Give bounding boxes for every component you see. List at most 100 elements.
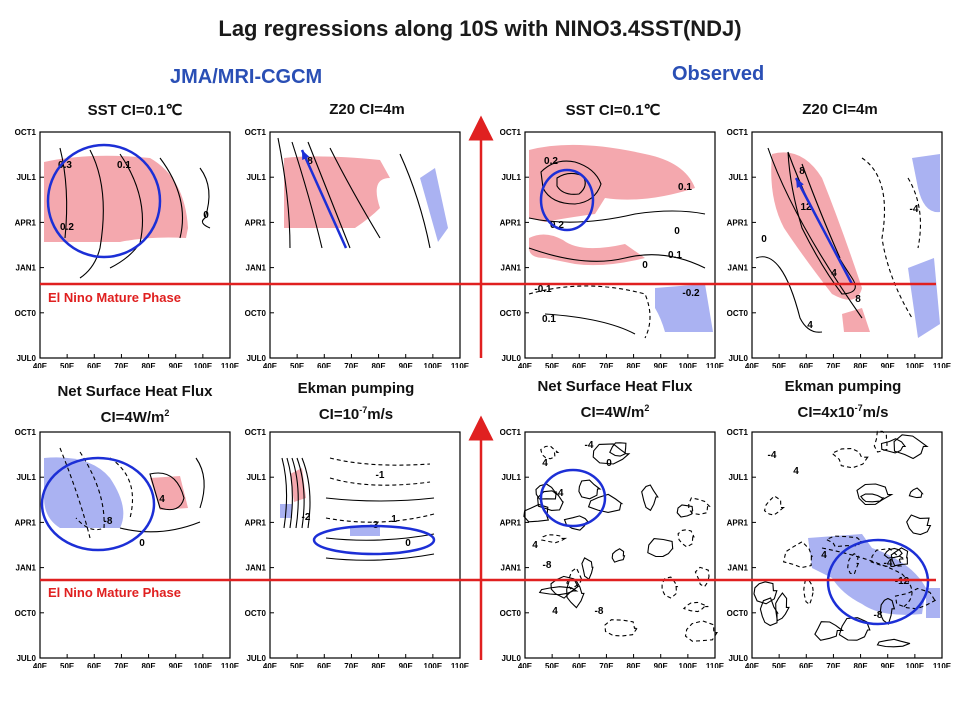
obs-ekman-xtick: 100E	[906, 662, 925, 668]
obs-sst-contour-label: 0	[674, 226, 680, 237]
model-ekman-positive-contour	[296, 457, 305, 529]
model-sst-ytick: JUL0	[16, 354, 36, 363]
obs-flux-xtick: 110E	[706, 662, 725, 668]
obs-flux-positive-contour	[578, 479, 602, 500]
model-ekman-positive-contour	[286, 457, 293, 529]
model-z20-ytick: JUL1	[246, 173, 266, 182]
obs-sst-ytick: JUL1	[501, 173, 521, 182]
obs-z20-negative-contour	[861, 157, 913, 319]
model-z20-ytick: OCT0	[245, 309, 267, 318]
model-sst-positive-contour	[59, 147, 68, 239]
model-z20-xtick: 80E	[371, 362, 386, 368]
model-flux-sup: 2	[164, 408, 170, 418]
model-flux-xtick: 40E	[33, 662, 48, 668]
obs-flux-xtick: 70E	[599, 662, 614, 668]
obs-sst-negative-contour	[528, 285, 651, 339]
observed-section-title: Observed	[672, 63, 765, 85]
model-flux-highlight-ellipse	[40, 456, 156, 552]
model-ekman-contour-label: -2	[302, 512, 311, 523]
model-ekman-xtick: 80E	[371, 662, 386, 668]
model-ekman-ci: CI=10	[318, 406, 360, 423]
model-flux-positive-contour	[119, 521, 201, 533]
obs-flux-contour-label: -4	[585, 440, 594, 451]
obs-flux-title: Net Surface Heat Flux CI=4W/m2	[515, 378, 715, 421]
obs-flux-positive-contour	[647, 538, 674, 558]
model-z20-title: Z20 CI=4m	[329, 101, 405, 118]
obs-ekman-positive-contour	[856, 483, 894, 506]
model-z20-xtick: 110E	[451, 362, 470, 368]
model-ekman-positive-contour	[281, 457, 288, 529]
obs-ekman-title-line1: Ekman pumping	[784, 378, 902, 395]
model-sst-contour-label: 0	[203, 210, 209, 221]
model-ekman-xtick: 90E	[399, 662, 414, 668]
model-sst-contour-label: 0.3	[58, 160, 72, 171]
obs-flux-xtick: 40E	[518, 662, 533, 668]
obs-z20-xtick: 70E	[826, 362, 841, 368]
obs-flux-positive-contour	[592, 443, 631, 465]
obs-ekman-positive-contour	[906, 514, 932, 536]
obs-flux-positive-contour	[609, 442, 627, 457]
obs-flux-ci: CI=4W/m	[580, 404, 645, 421]
model-flux-contour-label: 0	[139, 538, 145, 549]
obs-ekman-plot-border	[751, 431, 943, 659]
obs-sst-title: SST CI=0.1℃	[565, 102, 661, 119]
obs-flux-ytick: JAN1	[501, 564, 522, 573]
model-sst-ytick: OCT1	[15, 128, 37, 137]
model-flux-contour-label: 4	[159, 494, 165, 505]
obs-z20-propagation-arrow	[794, 177, 854, 285]
obs-sst-contour-label: 0.1	[678, 182, 692, 193]
model-ekman-xtick: 100E	[424, 662, 443, 668]
model-ekman-ytick: APR1	[245, 518, 267, 527]
model-flux-negative-contour	[75, 451, 105, 531]
obs-sst-ytick: OCT1	[500, 128, 522, 137]
obs-ekman-negative-contour	[831, 447, 869, 469]
model-ekman-xtick: 40E	[263, 662, 278, 668]
obs-ekman-negative-shading	[808, 534, 926, 615]
phase-label-bottom: El Nino Mature Phase	[48, 585, 181, 600]
model-ekman-xtick: 50E	[290, 662, 305, 668]
obs-flux-ytick: OCT0	[500, 609, 522, 618]
model-flux-ytick: OCT1	[15, 428, 37, 437]
obs-flux-positive-contour	[538, 586, 579, 596]
obs-z20-negative-shading	[908, 258, 940, 338]
obs-ekman-positive-contour	[860, 493, 885, 503]
obs-ekman-positive-contour	[759, 597, 779, 627]
model-flux-xtick: 80E	[141, 662, 156, 668]
obs-ekman-negative-contour	[825, 535, 864, 548]
obs-flux-negative-contour	[694, 566, 710, 588]
model-ekman-ytick: OCT0	[245, 609, 267, 618]
obs-ekman-negative-contour	[803, 580, 815, 606]
obs-ekman-title: Ekman pumping CI=4x10-7m/s	[743, 378, 943, 421]
obs-flux-xtick: 60E	[572, 662, 587, 668]
model-z20-ytick: OCT1	[245, 128, 267, 137]
obs-flux-positive-contour	[535, 483, 557, 500]
model-ekman-title: Ekman pumping CI=10-7m/s	[256, 380, 456, 423]
obs-ekman-ytick: JUL0	[728, 654, 748, 663]
obs-sst-highlight-ellipse	[539, 168, 595, 232]
model-z20-positive-contour	[399, 153, 431, 249]
obs-flux-highlight-ellipse	[539, 468, 607, 528]
obs-z20-xtick: 110E	[933, 362, 952, 368]
obs-z20-plot-border	[751, 131, 943, 359]
model-ekman-plot-border	[269, 431, 461, 659]
obs-sst-xtick: 110E	[706, 362, 725, 368]
model-sst-contour-label: 0.1	[117, 160, 131, 171]
model-flux-ci: CI=4W/m	[100, 409, 165, 426]
model-flux-ytick: JAN1	[16, 564, 37, 573]
obs-sst-contour-label: -0.1	[534, 284, 552, 295]
model-ekman-title-line1: Ekman pumping	[297, 380, 415, 397]
obs-z20-ytick: OCT1	[727, 128, 749, 137]
model-z20-xtick: 90E	[399, 362, 414, 368]
model-sst-positive-shading	[44, 155, 188, 242]
obs-flux-negative-contour	[604, 619, 639, 637]
obs-sst-xtick: 40E	[518, 362, 533, 368]
obs-flux-contour-label: -8	[595, 606, 604, 617]
obs-sst-positive-shading	[529, 144, 695, 222]
obs-z20-xtick: 60E	[799, 362, 814, 368]
obs-sst-ytick: OCT0	[500, 309, 522, 318]
obs-ekman-positive-contour	[876, 638, 911, 648]
